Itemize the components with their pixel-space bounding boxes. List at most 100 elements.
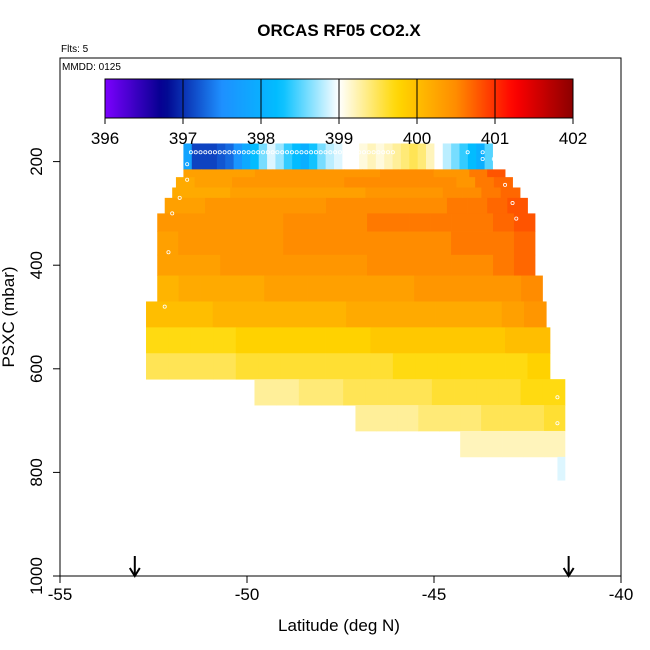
heatmap-cell <box>367 231 389 256</box>
sample-point <box>309 150 314 155</box>
heatmap-cell <box>292 143 301 170</box>
heatmap-cell <box>418 405 440 432</box>
x-tick-label: -55 <box>48 585 73 604</box>
heatmap-cell <box>493 254 515 276</box>
heatmap-cell <box>146 353 169 380</box>
heatmap-cell <box>481 187 502 199</box>
heatmap-cell <box>437 353 461 380</box>
heatmap-cell <box>387 379 411 406</box>
heatmap-cell <box>476 143 485 170</box>
heatmap-cell <box>404 187 424 199</box>
sample-point <box>261 150 266 155</box>
sample-point <box>185 162 190 167</box>
heatmap-cell <box>493 231 515 256</box>
heatmap-cell <box>234 301 258 328</box>
heatmap-cell <box>346 301 369 328</box>
heatmap-cell <box>303 353 326 380</box>
heatmap-cell <box>249 187 270 199</box>
heatmap-cell <box>366 197 387 214</box>
heatmap-cell <box>346 187 366 199</box>
sample-point <box>390 150 395 155</box>
heatmap-cell <box>379 169 399 178</box>
heatmap-cell <box>467 143 477 170</box>
sample-point <box>371 150 376 155</box>
heatmap-cell <box>267 143 276 170</box>
sample-point <box>251 150 256 155</box>
heatmap-cell <box>200 143 209 170</box>
heatmap-cell <box>168 353 192 380</box>
heatmap-cell <box>426 143 435 170</box>
heatmap-cell <box>205 197 226 214</box>
sample-point <box>333 150 338 155</box>
heatmap-cell <box>190 353 214 380</box>
heatmap-cell <box>415 169 434 178</box>
heatmap-cell <box>250 177 270 188</box>
heatmap-cell <box>392 143 402 170</box>
heatmap-cell <box>388 213 410 232</box>
sample-point <box>352 150 357 155</box>
heatmap-cell <box>475 177 495 188</box>
heatmap-cell <box>258 353 282 380</box>
heatmap-cell <box>493 213 515 232</box>
heatmap-cell <box>502 405 524 432</box>
heatmap-cell <box>520 379 544 406</box>
heatmap-cell <box>359 143 368 170</box>
heatmap-cell <box>365 379 388 406</box>
heatmap-cell <box>326 187 347 199</box>
heatmap-cell <box>487 169 506 178</box>
heatmap-cell <box>325 177 345 188</box>
heatmap-cell <box>456 275 479 302</box>
y-tick-label: 200 <box>27 147 46 175</box>
heatmap-cell <box>235 327 259 354</box>
heatmap-cell <box>493 177 513 188</box>
heatmap-cell <box>325 327 349 354</box>
heatmap-cell <box>280 327 304 354</box>
sample-point <box>217 150 222 155</box>
sample-point <box>328 150 333 155</box>
heatmap-cell <box>476 379 499 406</box>
heatmap-cell <box>406 197 428 214</box>
heatmap-cell <box>178 275 201 302</box>
heatmap-cell <box>225 143 235 170</box>
heatmap-cell <box>212 301 236 328</box>
heatmap-cell <box>513 213 536 232</box>
sample-point <box>289 150 294 155</box>
heatmap-cell <box>454 379 477 406</box>
heatmap-cell <box>423 187 444 199</box>
heatmap-cell <box>276 379 300 406</box>
heatmap-cell <box>200 275 222 302</box>
heatmap-cell <box>216 143 226 170</box>
colorbar: 396 397 398 399 400 401 402 <box>91 78 587 148</box>
heatmap-cell <box>482 327 506 354</box>
heatmap-cell <box>283 213 305 232</box>
heatmap-cell <box>328 275 351 302</box>
heatmap-cell <box>409 379 433 406</box>
chart-title: ORCAS RF05 CO2.X <box>257 21 421 40</box>
heatmap-cell <box>283 143 293 170</box>
heatmap-cell <box>280 353 304 380</box>
heatmap-cell <box>190 327 214 354</box>
y-tick-label: 600 <box>27 355 46 383</box>
sample-point <box>313 150 318 155</box>
heatmap-cell <box>451 254 473 276</box>
colorbar-tick-label: 399 <box>325 129 353 148</box>
heatmap-cell <box>397 169 417 178</box>
sample-point <box>188 150 193 155</box>
heatmap-cell <box>467 197 488 214</box>
heatmap-cell <box>417 143 427 170</box>
heatmap-cell <box>430 213 452 232</box>
heatmap-cell <box>451 169 470 178</box>
heatmap-cell <box>543 430 566 458</box>
sample-point <box>480 150 485 155</box>
heatmap-cell <box>168 327 192 354</box>
heatmap-cell <box>492 143 502 170</box>
heatmap-cell <box>446 197 468 214</box>
heatmap-cell <box>392 353 416 380</box>
heatmap-cell <box>527 327 551 354</box>
heatmap-cell <box>183 169 202 178</box>
heatmap-cell <box>433 169 452 178</box>
heatmap-cell <box>208 143 218 170</box>
heatmap-cell <box>513 231 536 256</box>
heatmap-cell <box>362 177 383 188</box>
x-tick-label: -45 <box>422 585 447 604</box>
